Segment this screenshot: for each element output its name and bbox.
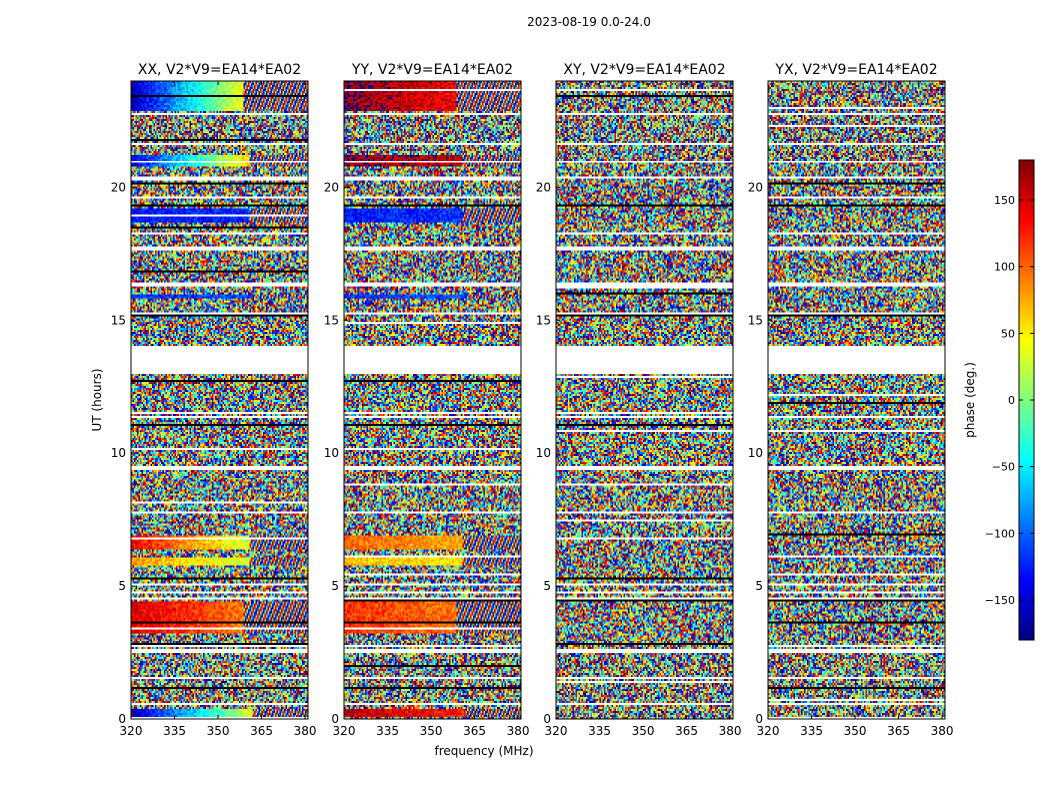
panels: XX, V2*V9=EA14*EA02 320 335 350 365 380 0 5 10 15…: [90, 62, 954, 758]
panel-1: XX, V2*V9=EA14*EA02 320 335 350 365 380 0 5 10 15…: [90, 62, 317, 738]
panel-title: XX, V2*V9=EA14*EA02: [138, 62, 301, 78]
x-tick-label: 380: [294, 724, 317, 738]
y-tick-label: 15: [536, 313, 551, 327]
panel-2: YY, V2*V9=EA14*EA02 320 335 350 365 380 0 5 10 15…: [324, 62, 534, 758]
y-tick-label: 20: [111, 180, 126, 194]
panel-title: YX, V2*V9=EA14*EA02: [774, 62, 937, 78]
phase-heatmap: [344, 81, 521, 719]
x-tick-label: 380: [719, 724, 742, 738]
panel-frame: [343, 80, 522, 720]
y-tick-label: 0: [118, 712, 126, 726]
colorbar-tick-label: 100: [994, 261, 1015, 274]
panel-4: YX, V2*V9=EA14*EA02 320 335 350 365 380 0 5 10 15…: [748, 62, 954, 738]
y-tick-label: 5: [331, 579, 339, 593]
colorbar-tick-label: 150: [994, 194, 1015, 207]
y-tick-label: 10: [748, 446, 763, 460]
x-tick-label: 335: [163, 724, 186, 738]
y-tick-label: 20: [536, 180, 551, 194]
x-tick-label: 350: [632, 724, 655, 738]
y-tick-label: 5: [755, 579, 763, 593]
x-tick-label: 365: [675, 724, 698, 738]
y-tick-label: 20: [324, 180, 339, 194]
panel-title: YY, V2*V9=EA14*EA02: [351, 62, 513, 78]
y-tick-label: 5: [543, 579, 551, 593]
panel-frame: [130, 80, 309, 720]
x-tick-label: 335: [376, 724, 399, 738]
colorbar-ticks: 150 100 50 0 −50 −100 −150: [985, 194, 1034, 607]
panel-frame: [555, 80, 734, 720]
phase-heatmap: [768, 81, 945, 719]
x-tick-label: 320: [120, 724, 143, 738]
y-tick-label: 0: [755, 712, 763, 726]
colorbar-gradient: [1019, 160, 1034, 640]
phase-heatmap: [131, 81, 308, 719]
y-tick-label: 15: [748, 313, 763, 327]
x-tick-label: 335: [800, 724, 823, 738]
panel-title: XY, V2*V9=EA14*EA02: [563, 62, 725, 78]
y-tick-label: 10: [111, 446, 126, 460]
x-tick-label: 335: [588, 724, 611, 738]
y-tick-label: 0: [331, 712, 339, 726]
y-tick-label: 15: [324, 313, 339, 327]
phase-heatmap: [556, 81, 733, 719]
colorbar-tick-label: −100: [985, 527, 1015, 540]
y-tick-label: 5: [118, 579, 126, 593]
x-tick-label: 350: [844, 724, 867, 738]
y-tick-label: 10: [536, 446, 551, 460]
x-tick-label: 320: [333, 724, 356, 738]
colorbar-tick-label: 0: [1008, 394, 1015, 407]
x-tick-label: 365: [463, 724, 486, 738]
x-tick-label: 320: [545, 724, 568, 738]
x-tick-label: 320: [757, 724, 780, 738]
x-tick-label: 380: [931, 724, 954, 738]
x-tick-label: 350: [420, 724, 443, 738]
panel-frame: [767, 80, 946, 720]
x-tick-label: 365: [887, 724, 910, 738]
y-tick-label: 10: [324, 446, 339, 460]
colorbar-tick-label: −50: [992, 461, 1015, 474]
figure-title: 2023-08-19 0.0-24.0: [527, 15, 651, 29]
y-tick-label: 15: [111, 313, 126, 327]
x-tick-label: 365: [250, 724, 273, 738]
colorbar-tick-label: 50: [1001, 327, 1015, 340]
x-tick-label: 380: [507, 724, 530, 738]
colorbar: 150 100 50 0 −50 −100 −150 phase (deg.): [963, 159, 1035, 641]
y-tick-label: 0: [543, 712, 551, 726]
x-axis-label: frequency (MHz): [434, 744, 533, 758]
panel-3: XY, V2*V9=EA14*EA02 320 335 350 365 380 0 5 10 15…: [536, 62, 742, 738]
y-axis-label: UT (hours): [90, 368, 104, 431]
colorbar-label: phase (deg.): [963, 362, 977, 438]
y-tick-label: 20: [748, 180, 763, 194]
x-tick-label: 350: [207, 724, 230, 738]
colorbar-tick-label: −150: [985, 594, 1015, 607]
